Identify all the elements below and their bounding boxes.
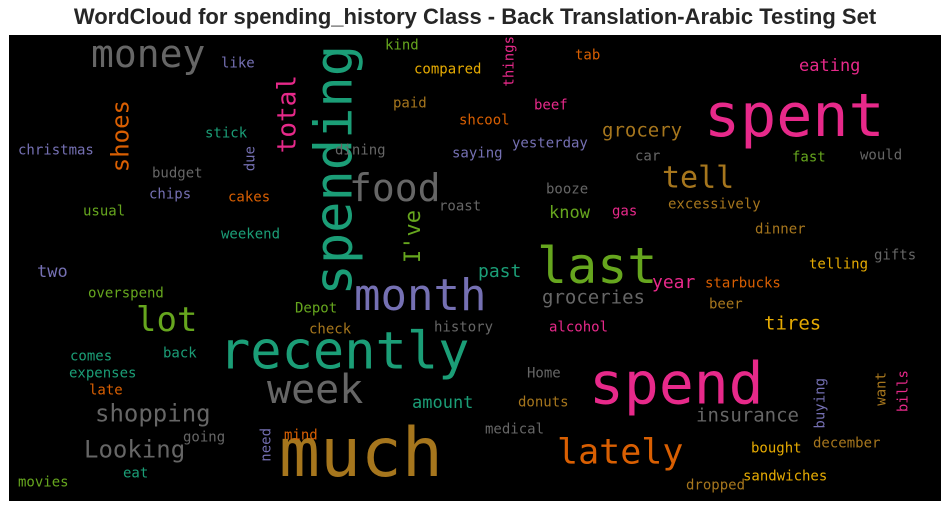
- wordcloud-background: [9, 35, 941, 501]
- word-sandwiches: sandwiches: [743, 468, 827, 484]
- word-like: like: [221, 55, 255, 71]
- word-week: week: [267, 367, 363, 413]
- word-eating: eating: [799, 56, 860, 76]
- word-year: year: [652, 272, 696, 293]
- word-bills: bills: [895, 370, 911, 412]
- word-things: things: [501, 36, 517, 87]
- word-donuts: donuts: [518, 394, 569, 410]
- word-spend: spend: [589, 350, 764, 418]
- word-yesterday: yesterday: [512, 135, 588, 151]
- word-last: last: [537, 237, 657, 295]
- word-want: want: [873, 372, 889, 406]
- word-total: total: [272, 75, 302, 153]
- word-recently: recently: [219, 322, 469, 382]
- word-dropped: dropped: [686, 477, 745, 493]
- word-dining: dining: [335, 142, 386, 158]
- word-depot: Depot: [295, 300, 337, 316]
- word-bought: bought: [751, 440, 802, 456]
- word-tab: tab: [575, 47, 600, 63]
- word-shopping: shopping: [95, 400, 211, 428]
- word-check: check: [309, 321, 352, 337]
- word-fast: fast: [792, 149, 826, 165]
- word-buying: buying: [812, 378, 828, 429]
- word-past: past: [478, 261, 521, 282]
- word-eat: eat: [123, 465, 148, 481]
- word-history: history: [434, 319, 493, 335]
- word-gas: gas: [612, 203, 637, 219]
- word-month: month: [354, 270, 486, 321]
- word-saying: saying: [452, 145, 503, 161]
- word-spending: spending: [305, 45, 365, 295]
- word-back: back: [163, 345, 197, 361]
- word-tell: tell: [662, 161, 734, 196]
- word-shoes: shoes: [107, 100, 135, 172]
- word-need: need: [258, 428, 274, 462]
- word-spent: spent: [704, 81, 885, 151]
- word-would: would: [860, 147, 902, 163]
- word-know: know: [549, 203, 591, 223]
- word-car: car: [635, 148, 660, 164]
- word-beer: beer: [709, 296, 743, 312]
- word-comes: comes: [70, 348, 112, 364]
- word-food: food: [349, 166, 441, 210]
- word-going: going: [183, 429, 225, 445]
- wordcloud-panel: spent money spending total shoes food tell eati…: [9, 35, 941, 501]
- word-budget: budget: [152, 165, 203, 181]
- word-due: due: [242, 146, 258, 171]
- word-booze: booze: [546, 181, 588, 197]
- word-looking: Looking: [84, 436, 185, 464]
- word-telling: telling: [809, 256, 868, 272]
- word-christmas: christmas: [18, 142, 94, 158]
- word-gifts: gifts: [874, 247, 916, 263]
- word-roast: roast: [439, 198, 481, 214]
- word-excessively: excessively: [668, 196, 761, 212]
- word-tires: tires: [764, 313, 821, 335]
- word-cakes: cakes: [228, 189, 270, 205]
- word-movies: movies: [18, 474, 69, 490]
- word-late: late: [89, 382, 123, 398]
- word-medical: medical: [485, 421, 544, 437]
- word-weekend: weekend: [221, 226, 280, 242]
- word-chips: chips: [149, 186, 191, 202]
- word-amount: amount: [412, 393, 473, 413]
- word-overspend: overspend: [88, 285, 164, 301]
- word-money: money: [91, 35, 205, 76]
- word-usual: usual: [83, 203, 125, 219]
- word-groceries: groceries: [542, 287, 645, 309]
- word-starbucks: starbucks: [705, 275, 781, 291]
- word-alcohol: alcohol: [549, 319, 608, 335]
- word-lately: lately: [557, 433, 683, 473]
- word-dinner: dinner: [755, 221, 806, 237]
- word-compared: compared: [414, 61, 481, 77]
- word-lot: lot: [136, 300, 197, 340]
- word-paid: paid: [393, 95, 427, 111]
- chart-title: WordCloud for spending_history Class - B…: [73, 4, 877, 29]
- word-mind: mind: [284, 427, 318, 443]
- word-beef: beef: [534, 97, 568, 113]
- word-home: Home: [527, 365, 561, 381]
- word-stick: stick: [205, 125, 248, 141]
- word-expenses: expenses: [69, 365, 136, 381]
- word-kind: kind: [385, 37, 419, 53]
- word-december: december: [813, 435, 880, 451]
- word-grocery: grocery: [602, 120, 682, 142]
- word-two: two: [37, 262, 68, 282]
- word-much: much: [279, 414, 443, 493]
- word-shcool: shcool: [459, 112, 510, 128]
- word-insurance: insurance: [696, 405, 799, 427]
- word-i-ve: I've: [401, 210, 426, 263]
